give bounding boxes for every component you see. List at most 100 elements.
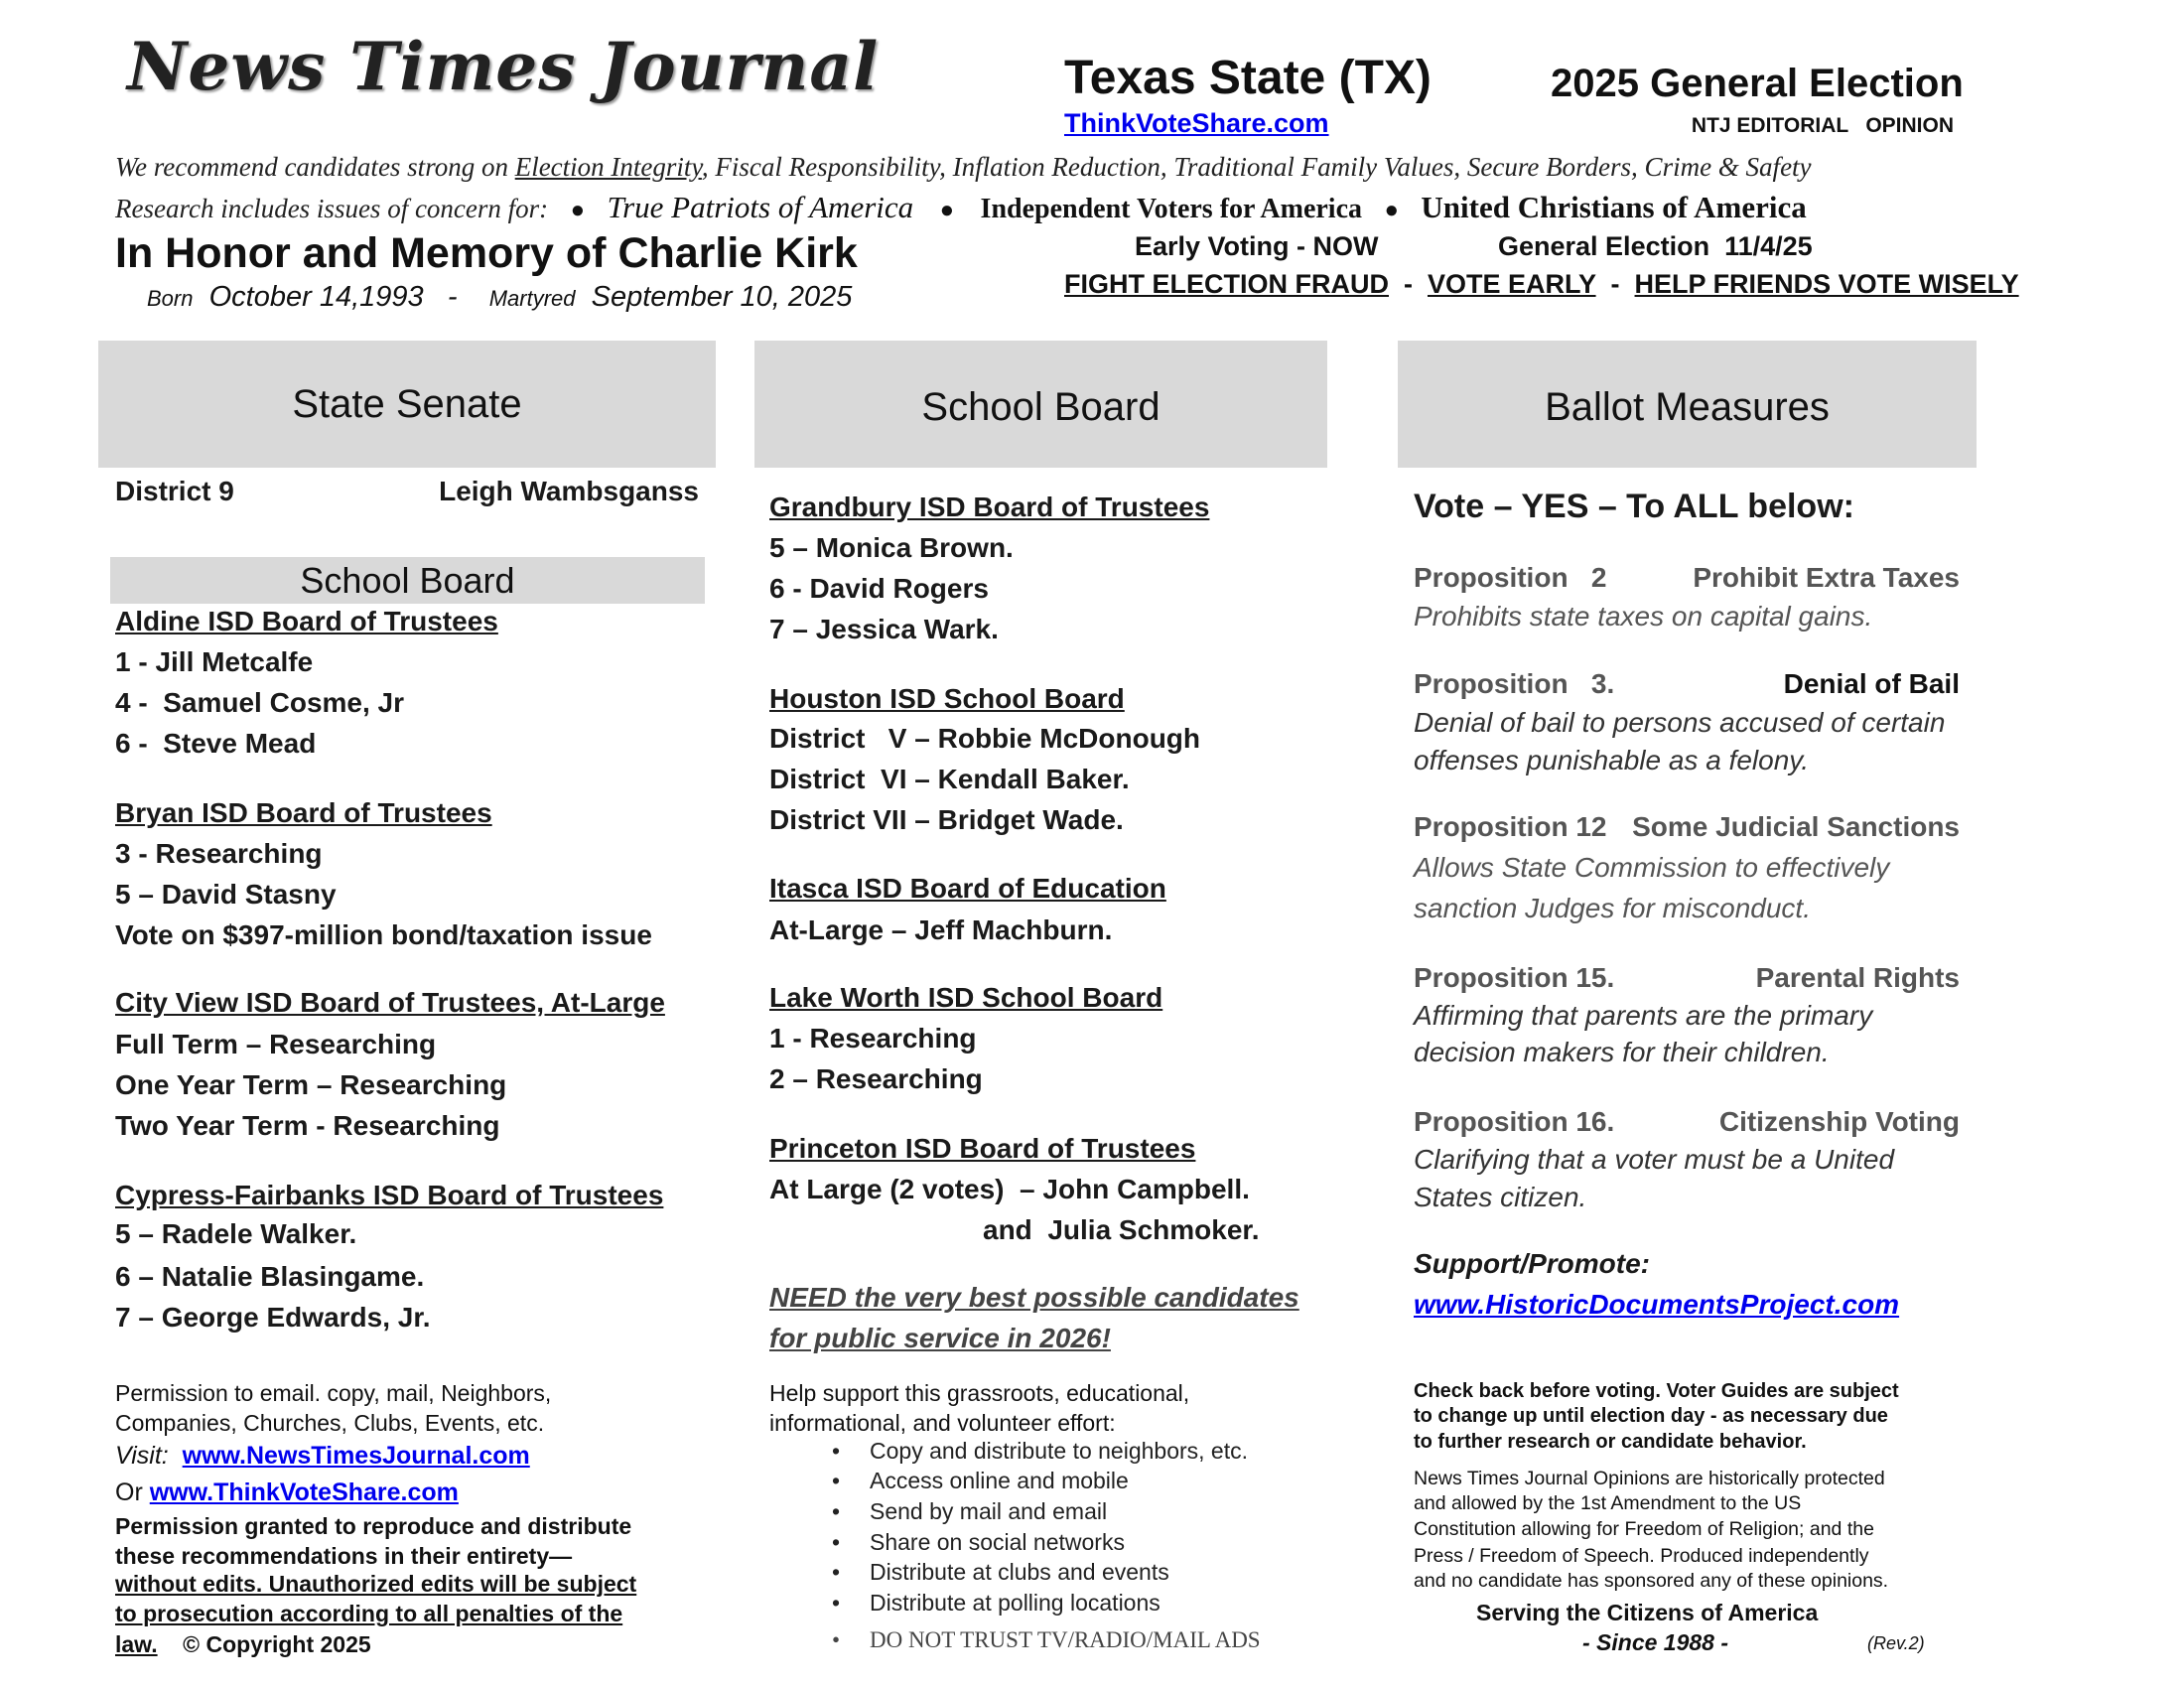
proposition-title: Denial of Bail <box>1783 668 1960 699</box>
or-label: Or <box>115 1478 143 1506</box>
recommend-line: We recommend candidates strong on Electi… <box>115 151 1812 183</box>
bullet-item: • Access online and mobile <box>832 1468 1129 1495</box>
bullet-icon: • <box>832 1590 841 1616</box>
section-heading: Aldine ISD Board of Trustees <box>115 606 498 636</box>
proposition-title: Citizenship Voting <box>1718 1106 1960 1137</box>
bullet-icon: • <box>832 1438 841 1464</box>
research-prefix: Research includes issues of concern for: <box>115 194 549 223</box>
recommend-underlined: Election Integrity <box>514 152 702 182</box>
proposition-2: Proposition 3. Denial of Bail <box>1414 667 1960 701</box>
logo: News Times Journal <box>127 28 880 105</box>
section-heading: Cypress-Fairbanks ISD Board of Trustees <box>115 1180 664 1210</box>
list-item: 5 – David Stasny <box>115 879 337 910</box>
proposition-description: Denial of bail to persons accused of cer… <box>1414 707 1946 738</box>
list-item: 6 – Natalie Blasingame. <box>115 1261 425 1292</box>
editorial-label: NTJ EDITORIAL OPINION <box>1691 114 1954 137</box>
recommend-prefix: We recommend candidates strong on <box>115 152 515 182</box>
proposition-description: Affirming that parents are the primary <box>1414 1000 1873 1031</box>
proposition-number: Proposition 3. <box>1414 668 1615 699</box>
historic-documents-link[interactable]: www.HistoricDocumentsProject.com <box>1414 1289 1900 1320</box>
list-item: One Year Term – Researching <box>115 1069 507 1100</box>
section-heading: Lake Worth ISD School Board <box>769 982 1163 1013</box>
revision-label: (Rev.2) <box>1867 1633 1925 1653</box>
copyright: © Copyright 2025 <box>183 1631 371 1657</box>
list-item: Full Term – Researching <box>115 1029 437 1059</box>
list-item: 7 – Jessica Wark. <box>769 614 999 644</box>
section-heading: Princeton ISD Board of Trustees <box>769 1133 1196 1164</box>
need-candidates-2: for public service in 2026! <box>769 1323 1111 1353</box>
header-label: Ballot Measures <box>1545 384 1830 429</box>
permission-text-2: Companies, Churches, Clubs, Events, etc. <box>115 1410 545 1436</box>
subheader-label: School Board <box>300 559 515 601</box>
org-3: United Christians of America <box>1421 190 1807 224</box>
born-label: Born <box>147 286 194 311</box>
section-heading: Itasca ISD Board of Education <box>769 873 1166 904</box>
list-item: District VI – Kendall Baker. <box>769 764 1130 794</box>
list-item: District VII – Bridget Wade. <box>769 804 1124 835</box>
bullet-item: • Share on social networks <box>832 1529 1125 1557</box>
list-item: At-Large – Jeff Machburn. <box>769 914 1113 945</box>
list-item: 4 - Samuel Cosme, Jr <box>115 687 405 718</box>
school-board-subheader: School Board <box>110 557 705 604</box>
granted-4: to prosecution according to all penaltie… <box>115 1601 623 1626</box>
proposition-title: Some Judicial Sanctions <box>1632 811 1960 842</box>
site-link[interactable]: ThinkVoteShare.com <box>1064 108 1329 138</box>
list-item: 3 - Researching <box>115 838 323 869</box>
need-candidates-1: NEED the very best possible candidates <box>769 1282 1299 1313</box>
proposition-number: Proposition 2 <box>1414 562 1607 593</box>
granted-2: these recommendations in their entirety— <box>115 1543 573 1569</box>
help-text-1: Help support this grassroots, educationa… <box>769 1380 1190 1406</box>
proposition-description: Prohibits state taxes on capital gains. <box>1414 601 1873 632</box>
check-back-text: Check back before voting. Voter Guides a… <box>1414 1380 1899 1402</box>
org-2: Independent Voters for America <box>980 194 1363 224</box>
state-title: Texas State (TX) <box>1064 52 1432 104</box>
born-date: October 14,1993 <box>208 281 424 313</box>
bullet-text: Send by mail and email <box>870 1498 1108 1524</box>
bullet-item: • Distribute at polling locations <box>832 1590 1160 1618</box>
visit-line: Visit: www.NewsTimesJournal.com <box>115 1441 530 1471</box>
check-back-text: to change up until election day - as nec… <box>1414 1405 1888 1427</box>
bullet-icon: • <box>832 1529 841 1555</box>
state-senate-header: State Senate <box>98 341 716 468</box>
thinkvoteshare-link[interactable]: www.ThinkVoteShare.com <box>149 1478 459 1506</box>
list-item: 5 – Monica Brown. <box>769 532 1014 563</box>
bullet-icon: • <box>832 1627 841 1652</box>
list-item: 1 - Jill Metcalfe <box>115 646 314 677</box>
list-item: 1 - Researching <box>769 1023 977 1054</box>
legal-text: and no candidate has sponsored any of th… <box>1414 1570 1889 1592</box>
org-1: True Patriots of America <box>607 190 914 224</box>
dates-line: Born October 14,1993 - Martyred Septembe… <box>147 281 853 313</box>
legal-text: and allowed by the 1st Amendment to the … <box>1414 1492 1802 1514</box>
proposition-4: Proposition 15. Parental Rights <box>1414 961 1960 995</box>
district-candidate: Leigh Wambsganss <box>439 476 699 506</box>
visit-label: Visit: <box>115 1442 169 1470</box>
newstimesjournal-link[interactable]: www.NewsTimesJournal.com <box>182 1442 530 1470</box>
bullet-icon: • <box>832 1498 841 1524</box>
since-text: - Since 1988 - <box>1582 1629 1729 1655</box>
list-item: Two Year Term - Researching <box>115 1110 500 1141</box>
slogan-vote-early: VOTE EARLY <box>1427 269 1596 299</box>
bullet-icon: ● <box>939 197 955 223</box>
early-voting: Early Voting - NOW <box>1135 231 1379 261</box>
header-label: School Board <box>921 384 1160 429</box>
help-text-2: informational, and volunteer effort: <box>769 1410 1116 1436</box>
general-election-date: General Election 11/4/25 <box>1498 231 1813 261</box>
martyred-date: September 10, 2025 <box>591 281 853 313</box>
slogans: FIGHT ELECTION FRAUD - VOTE EARLY - HELP… <box>1064 269 2019 299</box>
bullet-text: Distribute at polling locations <box>870 1590 1160 1616</box>
list-item: At Large (2 votes) – John Campbell. <box>769 1174 1250 1204</box>
proposition-description: decision makers for their children. <box>1414 1037 1830 1067</box>
bullet-item: • Distribute at clubs and events <box>832 1559 1169 1587</box>
granted-1: Permission granted to reproduce and dist… <box>115 1513 632 1539</box>
proposition-3: Proposition 12 Some Judicial Sanctions <box>1414 810 1960 844</box>
bullet-item: • Copy and distribute to neighbors, etc. <box>832 1438 1248 1466</box>
slogan-fraud: FIGHT ELECTION FRAUD <box>1064 269 1389 299</box>
proposition-1: Proposition 2 Prohibit Extra Taxes <box>1414 561 1960 595</box>
slogan-help-friends: HELP FRIENDS VOTE WISELY <box>1634 269 2019 299</box>
ballot-measures-header: Ballot Measures <box>1398 341 1977 468</box>
list-item: Vote on $397-million bond/taxation issue <box>115 919 652 950</box>
proposition-description: Allows State Commission to effectively <box>1414 852 1890 883</box>
section-heading: Bryan ISD Board of Trustees <box>115 797 492 828</box>
proposition-number: Proposition 15. <box>1414 962 1615 993</box>
proposition-description: States citizen. <box>1414 1182 1587 1212</box>
